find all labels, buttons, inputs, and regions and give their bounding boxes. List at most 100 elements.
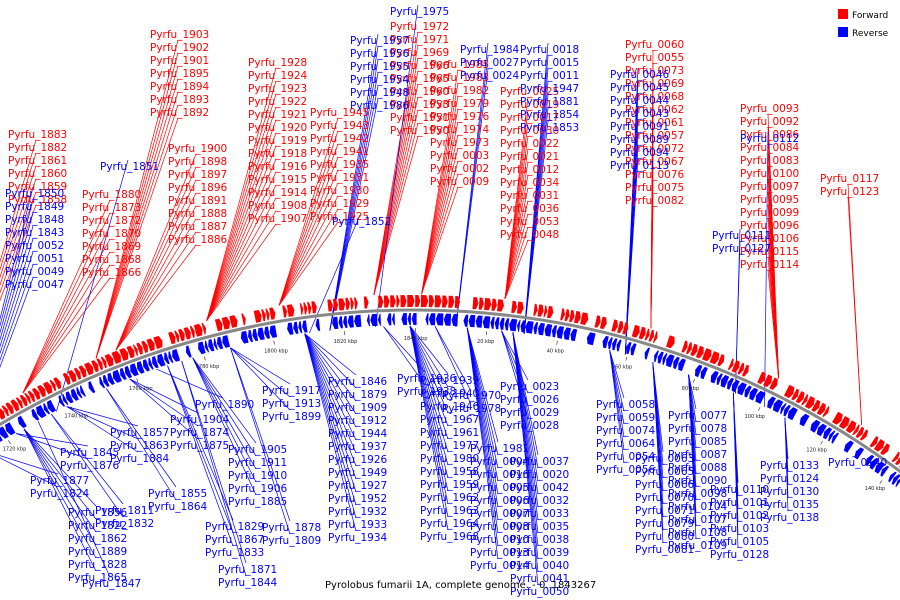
reverse-gene-arrow: [891, 474, 900, 485]
reverse-leader-line: [609, 350, 625, 399]
scale-tick-label: 1840 kbp: [404, 336, 428, 342]
reverse-leader-line: [764, 131, 769, 408]
reverse-gene-label: Pyrfu_0077: [668, 410, 727, 422]
reverse-gene-label: Pyrfu_1910: [228, 470, 287, 482]
forward-gene-arrow: [111, 350, 121, 364]
reverse-gene-arrow: [287, 322, 294, 335]
forward-gene-arrow: [644, 328, 650, 341]
scale-tick-mark: [136, 378, 139, 383]
reverse-gene-label: Pyrfu_0098: [668, 488, 727, 500]
reverse-gene-label: Pyrfu_1867: [205, 534, 264, 546]
forward-gene-arrow: [415, 295, 421, 307]
forward-gene-arrow: [420, 295, 429, 308]
forward-gene-arrow: [269, 307, 276, 320]
reverse-gene-label: Pyrfu_1856: [68, 507, 128, 519]
reverse-gene-arrow: [874, 461, 886, 474]
forward-leader-line: [22, 277, 111, 394]
forward-gene-arrow: [695, 345, 704, 359]
forward-gene-label: Pyrfu_0100: [740, 168, 799, 180]
scale-tick-mark: [820, 440, 823, 445]
forward-leader-line: [373, 31, 419, 296]
reverse-gene-label: Pyrfu_0138: [760, 512, 819, 524]
forward-gene-label: Pyrfu_1882: [8, 142, 67, 154]
forward-gene-label: Pyrfu_0055: [625, 52, 684, 64]
reverse-gene-arrow: [152, 356, 159, 369]
reverse-leader-line: [304, 333, 357, 415]
forward-gene-arrow: [880, 443, 890, 456]
scale-tick-mark: [204, 356, 206, 361]
forward-gene-label: Pyrfu_1916: [248, 161, 308, 173]
reverse-gene-arrow: [88, 381, 96, 394]
reverse-gene-label: Pyrfu_0054: [596, 451, 656, 463]
reverse-gene-arrow: [880, 465, 890, 477]
reverse-gene-arrow: [252, 328, 259, 342]
reverse-gene-label: Pyrfu_1984: [460, 44, 520, 56]
forward-leader-line: [22, 199, 111, 394]
reverse-gene-label: Pyrfu_0065: [635, 466, 694, 478]
forward-leader-line: [0, 152, 37, 271]
forward-gene-arrow: [757, 371, 766, 385]
forward-leader-line: [421, 160, 459, 295]
forward-gene-label: Pyrfu_1892: [150, 107, 209, 119]
reverse-gene-arrow: [112, 369, 122, 383]
forward-leader-line: [504, 148, 529, 299]
reverse-gene-arrow: [36, 405, 47, 419]
reverse-gene-label: Pyrfu_1843: [5, 227, 64, 239]
reverse-gene-label: Pyrfu_1862: [68, 533, 127, 545]
forward-leader-line: [206, 93, 277, 321]
reverse-gene-arrow: [657, 351, 664, 364]
forward-gene-arrow: [516, 301, 524, 314]
forward-leader-line: [278, 169, 339, 306]
reverse-gene-arrow: [700, 366, 708, 380]
reverse-gene-label: Pyrfu_1851: [100, 161, 159, 173]
forward-gene-label: Pyrfu_1979: [430, 98, 489, 110]
forward-gene-arrow: [104, 353, 114, 367]
reverse-leader-line: [329, 85, 379, 331]
reverse-gene-arrow: [143, 359, 150, 372]
forward-leader-line: [0, 178, 37, 286]
reverse-gene-label: Pyrfu_1809: [262, 535, 321, 547]
reverse-gene-label: Pyrfu_1968: [420, 531, 479, 543]
forward-gene-label: Pyrfu_1859: [8, 181, 67, 193]
forward-leader-line: [22, 238, 111, 394]
forward-leader-line: [421, 121, 459, 295]
reverse-gene-label: Pyrfu_0112: [740, 133, 799, 145]
forward-gene-arrow: [845, 420, 857, 434]
reverse-gene-arrow: [727, 377, 734, 390]
reverse-leader-line: [304, 333, 357, 454]
forward-gene-label: Pyrfu_0106: [740, 233, 800, 245]
legend-forward-label: Forward: [852, 11, 888, 21]
reverse-gene-label: Pyrfu_0007: [470, 508, 529, 520]
reverse-gene-arrow: [731, 379, 740, 393]
forward-gene-arrow: [174, 330, 180, 343]
reverse-gene-arrow: [338, 316, 343, 329]
forward-gene-arrow: [484, 298, 492, 311]
forward-gene-arrow: [136, 342, 143, 355]
forward-gene-arrow: [153, 335, 163, 349]
forward-gene-arrow: [383, 295, 390, 308]
reverse-gene-label: Pyrfu_1876: [60, 460, 120, 472]
reverse-leader-line: [329, 72, 379, 331]
forward-gene-arrow: [53, 377, 62, 390]
forward-leader-line: [373, 96, 419, 296]
reverse-leader-line: [66, 406, 139, 427]
forward-gene-label: Pyrfu_1972: [390, 21, 449, 33]
forward-gene-arrow: [832, 411, 843, 425]
forward-gene-label: Pyrfu_1953: [390, 99, 449, 111]
forward-leader-line: [847, 196, 863, 426]
forward-gene-label: Pyrfu_1919: [248, 135, 307, 147]
forward-gene-arrow: [709, 351, 720, 365]
reverse-gene-arrow: [17, 415, 27, 429]
reverse-gene-label: Pyrfu_1847: [82, 578, 141, 590]
forward-gene-label: Pyrfu_0022: [500, 138, 559, 150]
reverse-gene-label: Pyrfu_0032: [510, 495, 569, 507]
reverse-leader-line: [56, 159, 129, 412]
forward-gene-arrow: [261, 309, 266, 322]
reverse-gene-label: Pyrfu_0103: [710, 523, 769, 535]
reverse-gene-arrow: [499, 317, 505, 330]
gene-tracks: [0, 295, 900, 488]
reverse-gene-label: Pyrfu_1958: [420, 466, 479, 478]
reverse-leader-line: [129, 378, 199, 440]
reverse-gene-arrow: [240, 330, 249, 344]
